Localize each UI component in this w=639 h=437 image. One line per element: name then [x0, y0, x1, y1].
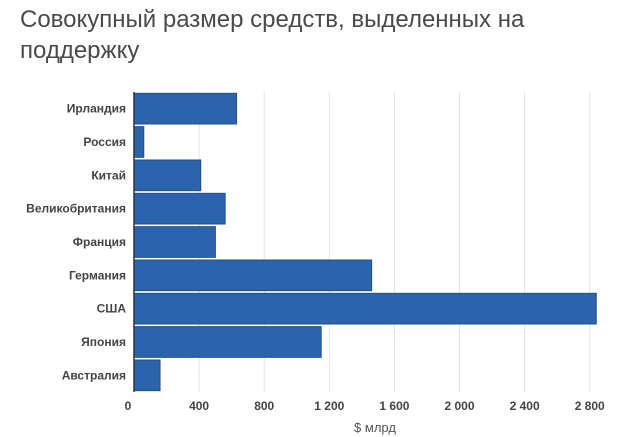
bar — [133, 192, 226, 225]
category-label: Япония — [81, 335, 126, 349]
x-tick-label: 0 — [125, 399, 132, 413]
x-tick-label: 2 000 — [445, 399, 475, 413]
grid-lines — [198, 92, 591, 392]
bar — [133, 359, 161, 392]
bar — [133, 259, 373, 292]
x-tick-label: 800 — [254, 399, 274, 413]
x-tick-labels: 0 400 800 1 200 1 600 2 000 2 400 2 800 — [125, 399, 605, 413]
bar — [133, 326, 322, 358]
category-label: США — [97, 302, 127, 316]
bar — [133, 159, 202, 192]
bar — [133, 226, 216, 258]
category-labels: Ирландия Россия Китай Великобритания Франция… — [26, 102, 126, 383]
category-label: Россия — [83, 135, 126, 149]
bar — [133, 92, 238, 125]
x-tick-label: 1 600 — [379, 399, 409, 413]
x-tick-label: 2 800 — [575, 399, 605, 413]
category-label: Австралия — [62, 368, 126, 382]
x-tick-label: 2 400 — [510, 399, 540, 413]
category-label: Китай — [91, 168, 126, 182]
category-label: Великобритания — [26, 202, 126, 216]
bar — [133, 126, 145, 158]
category-label: Ирландия — [67, 102, 126, 116]
chart-title: Совокупный размер средств, выделенных на… — [20, 6, 525, 64]
x-tick-label: 400 — [189, 399, 209, 413]
bars — [133, 92, 597, 392]
category-label: Франция — [73, 235, 126, 249]
x-tick-label: 1 200 — [314, 399, 344, 413]
category-label: Германия — [69, 268, 126, 282]
x-axis-title: $ млрд — [354, 420, 396, 435]
bar — [133, 292, 597, 325]
